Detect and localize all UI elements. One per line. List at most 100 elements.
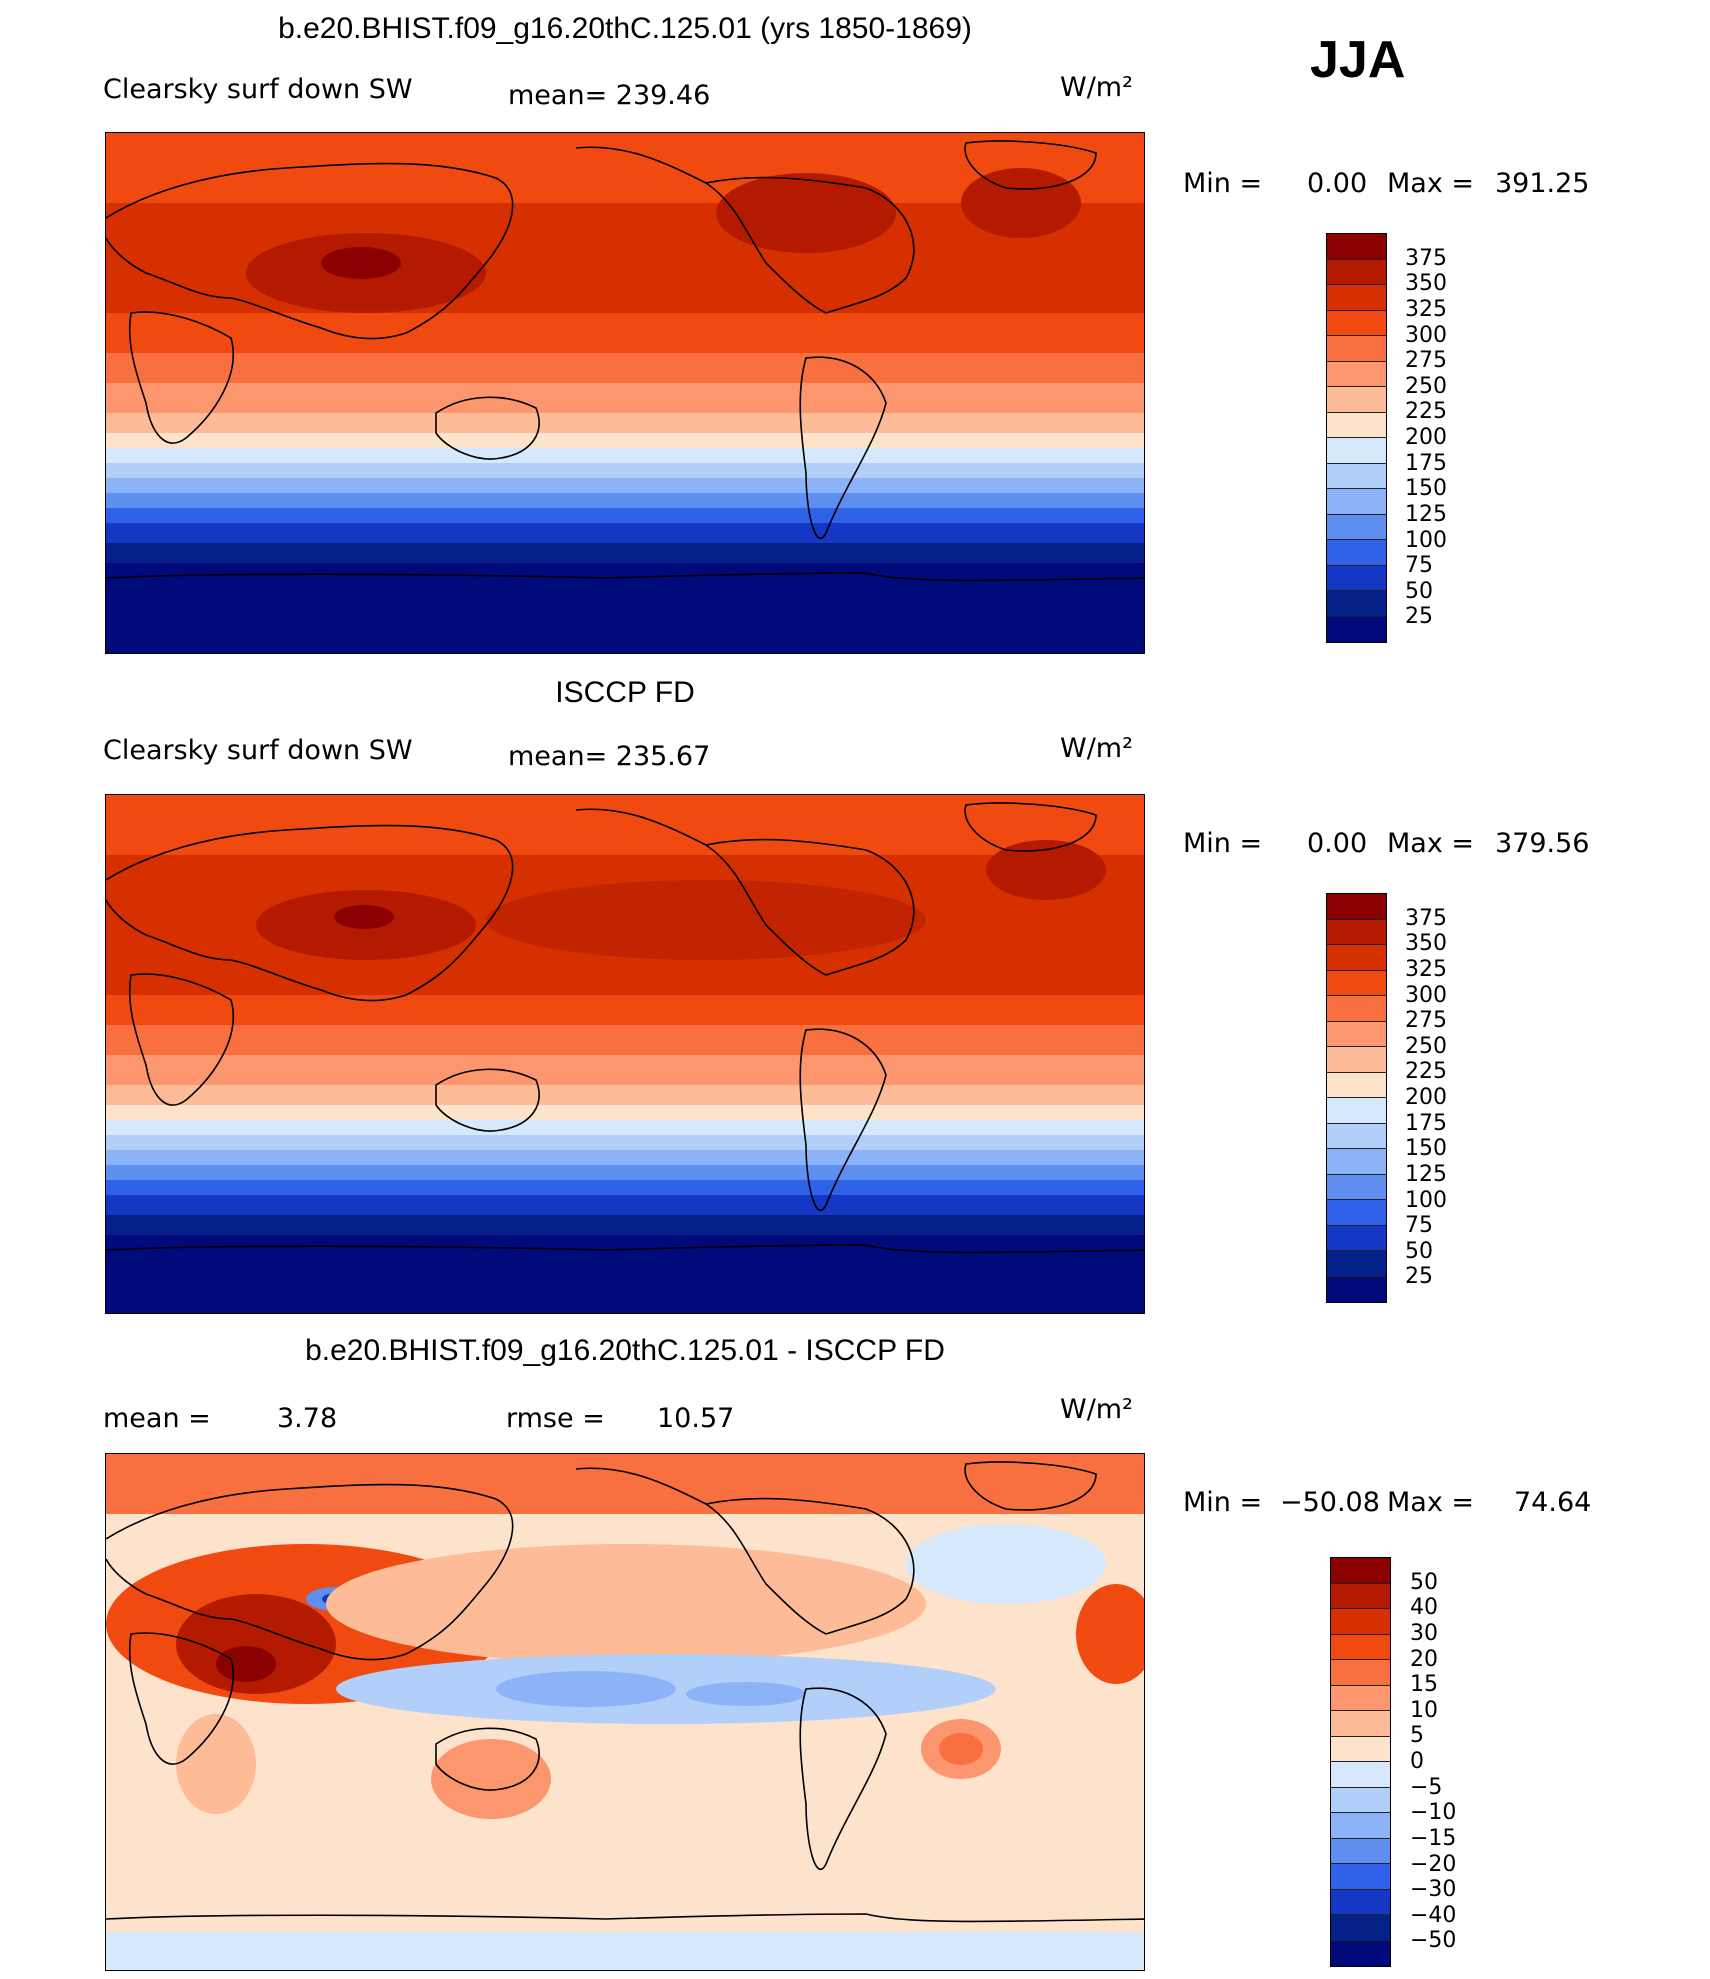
- colorbar-tick-label: −40: [1410, 1902, 1457, 1928]
- panel1-units: W/m²: [1060, 72, 1133, 103]
- colorbar-tick-label: 225: [1405, 399, 1447, 425]
- colorbar-tick-label: 325: [1405, 296, 1447, 322]
- panel2-coastlines: [106, 802, 1144, 1254]
- panel1-map: [105, 132, 1145, 654]
- colorbar-swatch: [1327, 1098, 1386, 1124]
- colorbar-tick-label: 200: [1405, 425, 1447, 450]
- colorbar-swatch: [1327, 1251, 1386, 1277]
- colorbar-tick-label: 50: [1410, 1569, 1438, 1595]
- colorbar-tick-label: −20: [1410, 1851, 1457, 1877]
- panel1-min-value: 0.00: [1307, 168, 1368, 199]
- panel3-rmse-value: 10.57: [657, 1403, 735, 1434]
- colorbar-swatch: [1327, 1072, 1386, 1098]
- colorbar-swatch: [1327, 259, 1386, 285]
- colorbar-tick-label: 350: [1405, 271, 1447, 297]
- panel3-title: b.e20.BHIST.f09_g16.20thC.125.01 - ISCCP…: [305, 1334, 945, 1367]
- colorbar-swatch: [1327, 514, 1386, 540]
- colorbar-tick-label: −10: [1410, 1800, 1457, 1826]
- colorbar-tick-label: 25: [1405, 1264, 1433, 1290]
- panel2-field: [106, 795, 1144, 1313]
- colorbar-swatch: [1327, 1047, 1386, 1073]
- colorbar-tick-label: 50: [1405, 578, 1433, 604]
- colorbar-swatch: [1327, 285, 1386, 311]
- colorbar-tick-label: 15: [1410, 1672, 1438, 1698]
- colorbar-swatch: [1327, 970, 1386, 996]
- colorbar-swatch: [1327, 438, 1386, 464]
- colorbar-swatch: [1331, 1634, 1390, 1660]
- colorbar-tick-label: 200: [1405, 1085, 1447, 1110]
- panel2-max-value: 379.56: [1495, 828, 1590, 859]
- panel2-colorbar: [1326, 893, 1387, 1303]
- panel3-units: W/m²: [1060, 1394, 1133, 1425]
- colorbar-swatch: [1327, 361, 1386, 387]
- colorbar-tick-label: 125: [1405, 1161, 1447, 1187]
- colorbar-swatch: [1327, 616, 1386, 642]
- colorbar-tick-label: 375: [1405, 245, 1447, 271]
- colorbar-swatch: [1331, 1787, 1390, 1813]
- panel1-max-value: 391.25: [1495, 168, 1590, 199]
- colorbar-swatch: [1331, 1838, 1390, 1864]
- colorbar-swatch: [1327, 489, 1386, 515]
- panel2-max-label: Max =: [1387, 828, 1475, 859]
- panel1-mean: mean= 239.46: [508, 80, 711, 111]
- colorbar-tick-label: 30: [1410, 1620, 1438, 1646]
- panel3-min-label: Min =: [1183, 1487, 1263, 1518]
- panel1-max-label: Max =: [1387, 168, 1475, 199]
- colorbar-tick-label: 300: [1405, 982, 1447, 1008]
- colorbar-swatch: [1331, 1609, 1390, 1635]
- colorbar-tick-label: 350: [1405, 931, 1447, 957]
- panel3-coastlines: [106, 1461, 1144, 1923]
- colorbar-tick-label: 10: [1410, 1697, 1438, 1723]
- colorbar-tick-label: 175: [1405, 1110, 1447, 1136]
- colorbar-tick-label: −50: [1410, 1928, 1457, 1954]
- colorbar-tick-label: −5: [1410, 1774, 1443, 1800]
- colorbar-swatch: [1331, 1660, 1390, 1686]
- panel2-variable: Clearsky surf down SW: [103, 735, 413, 766]
- colorbar-tick-label: −30: [1410, 1877, 1457, 1903]
- panel3-mean-label: mean =: [103, 1403, 211, 1434]
- colorbar-swatch: [1327, 540, 1386, 566]
- colorbar-swatch: [1331, 1711, 1390, 1737]
- colorbar-tick-label: 5: [1410, 1723, 1424, 1749]
- colorbar-swatch: [1331, 1813, 1390, 1839]
- colorbar-swatch: [1331, 1685, 1390, 1711]
- colorbar-tick-label: 25: [1405, 604, 1433, 630]
- colorbar-tick-label: 150: [1405, 1136, 1447, 1162]
- panel3-colorbar: [1330, 1557, 1391, 1967]
- colorbar-tick-label: 75: [1405, 1213, 1433, 1239]
- colorbar-tick-label: 250: [1405, 373, 1447, 399]
- colorbar-swatch: [1327, 565, 1386, 591]
- panel1-variable: Clearsky surf down SW: [103, 74, 413, 105]
- panel2-title: ISCCP FD: [555, 676, 695, 709]
- colorbar-swatch: [1327, 996, 1386, 1022]
- colorbar-swatch: [1331, 1915, 1390, 1941]
- colorbar-swatch: [1327, 234, 1386, 260]
- colorbar-swatch: [1331, 1940, 1390, 1966]
- colorbar-tick-label: 50: [1405, 1238, 1433, 1264]
- colorbar-swatch: [1327, 1225, 1386, 1251]
- colorbar-tick-label: 40: [1410, 1595, 1438, 1621]
- colorbar-swatch: [1327, 387, 1386, 413]
- panel2-map: [105, 794, 1145, 1314]
- colorbar-swatch: [1331, 1583, 1390, 1609]
- colorbar-swatch: [1331, 1889, 1390, 1915]
- colorbar-swatch: [1331, 1762, 1390, 1788]
- colorbar-swatch: [1327, 336, 1386, 362]
- colorbar-swatch: [1327, 1276, 1386, 1302]
- panel1-title: b.e20.BHIST.f09_g16.20thC.125.01 (yrs 18…: [278, 12, 972, 45]
- colorbar-tick-label: 175: [1405, 450, 1447, 476]
- colorbar-tick-label: 100: [1405, 1187, 1447, 1213]
- colorbar-swatch: [1327, 591, 1386, 617]
- colorbar-tick-label: 100: [1405, 527, 1447, 553]
- panel1-colorbar: [1326, 233, 1387, 643]
- colorbar-swatch: [1327, 945, 1386, 971]
- colorbar-tick-label: 150: [1405, 476, 1447, 502]
- panel3-map: [105, 1453, 1145, 1971]
- colorbar-tick-label: 0: [1410, 1749, 1424, 1774]
- colorbar-tick-label: 250: [1405, 1033, 1447, 1059]
- colorbar-swatch: [1327, 1021, 1386, 1047]
- colorbar-tick-label: 275: [1405, 348, 1447, 374]
- colorbar-swatch: [1327, 919, 1386, 945]
- panel3-max-label: Max =: [1387, 1487, 1475, 1518]
- colorbar-tick-label: 225: [1405, 1059, 1447, 1085]
